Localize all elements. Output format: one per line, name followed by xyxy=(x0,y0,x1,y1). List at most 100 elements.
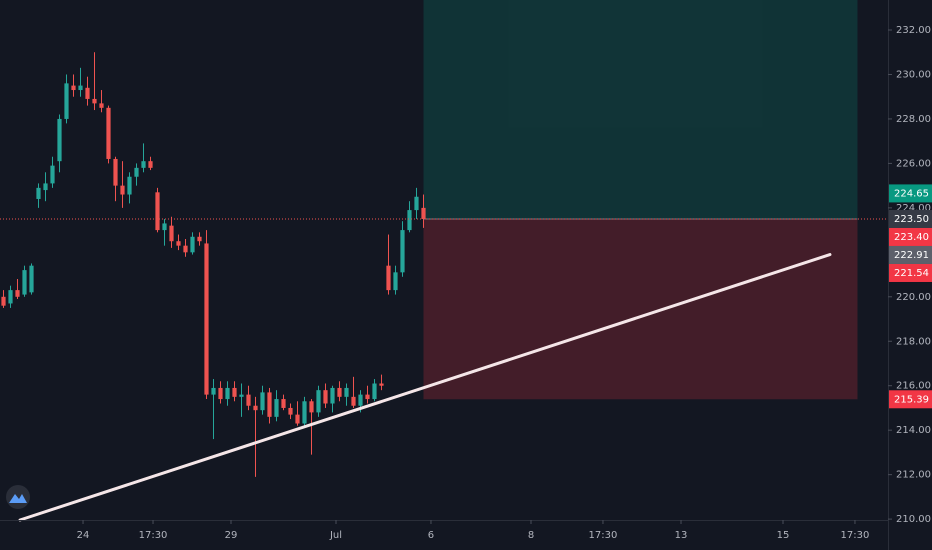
y-tick-label: 216.00 xyxy=(896,381,931,392)
candle-body xyxy=(148,161,153,168)
candle-body xyxy=(127,176,132,195)
candle-body xyxy=(344,387,349,397)
candle-body xyxy=(372,383,377,400)
candle-body xyxy=(239,394,244,397)
candle-body xyxy=(141,161,146,168)
y-tick-label: 226.00 xyxy=(896,158,931,169)
candle-body xyxy=(323,390,328,404)
y-tick-label: 214.00 xyxy=(896,425,931,436)
candle-body xyxy=(36,187,41,199)
candle-body xyxy=(316,390,321,413)
y-tick-label: 232.00 xyxy=(896,25,931,36)
candle-body xyxy=(169,225,174,242)
candle-body xyxy=(78,85,83,91)
candle-body xyxy=(400,230,405,273)
candle-body xyxy=(267,392,272,417)
candle-body xyxy=(330,387,335,404)
candle-body xyxy=(358,394,363,406)
price-badge xyxy=(889,263,932,282)
candle-body xyxy=(57,118,62,162)
x-tick-label: 8 xyxy=(528,530,534,541)
candle-body xyxy=(197,236,202,242)
x-tick-label: 17:30 xyxy=(841,530,870,541)
y-tick-label: 218.00 xyxy=(896,336,931,347)
candle-body xyxy=(386,265,391,291)
candle-body xyxy=(183,245,188,253)
logo-circle[interactable] xyxy=(6,485,30,509)
candle-body xyxy=(246,394,251,406)
x-tick-label: 13 xyxy=(675,530,688,541)
candle-body xyxy=(22,270,27,295)
candle-body xyxy=(288,407,293,415)
logo-icon[interactable] xyxy=(9,494,27,503)
y-tick-label: 210.00 xyxy=(896,514,931,525)
candle-body xyxy=(176,241,181,246)
candle-body xyxy=(120,185,125,195)
price-badge xyxy=(889,184,932,203)
profit-zone xyxy=(423,0,858,219)
candle-body xyxy=(1,296,6,306)
candle-body xyxy=(379,383,384,386)
x-tick-label: 29 xyxy=(225,530,238,541)
candle-body xyxy=(295,414,300,424)
candle-body xyxy=(85,87,90,99)
plot xyxy=(0,0,888,522)
price-badge-label: 223.40 xyxy=(894,232,929,243)
candle-body xyxy=(365,394,370,400)
y-tick-label: 228.00 xyxy=(896,114,931,125)
candle-body xyxy=(99,103,104,108)
candle-body xyxy=(309,401,314,413)
price-badge-label: 221.54 xyxy=(894,268,929,279)
candle-body xyxy=(162,223,167,231)
candle-body xyxy=(8,290,13,304)
candle-body xyxy=(92,98,97,104)
candle-body xyxy=(274,399,279,417)
price-badge xyxy=(889,390,932,409)
x-tick-label: 17:30 xyxy=(139,530,168,541)
candle-body xyxy=(218,387,223,400)
candle-body xyxy=(15,290,20,297)
x-tick-label: 17:30 xyxy=(589,530,618,541)
price-badge xyxy=(889,227,932,246)
candle-body xyxy=(190,236,195,253)
candle-body xyxy=(302,401,307,424)
candle-body xyxy=(29,265,34,293)
candle-body xyxy=(225,387,230,400)
candle-body xyxy=(106,107,111,159)
price-badge-label: 215.39 xyxy=(894,394,929,405)
candle-body xyxy=(204,243,209,395)
candle-body xyxy=(281,399,286,408)
x-tick-label: Jul xyxy=(329,530,342,541)
candle-body xyxy=(113,158,118,186)
y-tick-label: 220.00 xyxy=(896,292,931,303)
price-badge xyxy=(889,245,932,264)
loss-zone xyxy=(423,218,858,400)
price-badge-label: 223.50 xyxy=(894,214,929,225)
candle-body xyxy=(50,165,55,184)
logo[interactable] xyxy=(6,485,30,509)
candle-body xyxy=(253,405,258,411)
price-badge xyxy=(889,209,932,228)
price-badge-label: 222.91 xyxy=(894,250,929,261)
candle-body xyxy=(407,210,412,231)
x-tick-label: 6 xyxy=(428,530,434,541)
candle-body xyxy=(43,183,48,191)
candle-body xyxy=(155,192,160,231)
y-tick-label: 230.00 xyxy=(896,69,931,80)
candle-body xyxy=(64,83,69,119)
candle-body xyxy=(393,272,398,291)
y-tick-label: 212.00 xyxy=(896,470,931,481)
y-tick-label: 224.00 xyxy=(896,203,931,214)
candle-body xyxy=(232,387,237,397)
candle-body xyxy=(337,387,342,397)
candle-body xyxy=(260,392,265,411)
candle-body xyxy=(134,167,139,177)
price-badge-label: 224.65 xyxy=(894,188,929,199)
trendline xyxy=(18,253,832,522)
x-tick-label: 24 xyxy=(77,530,90,541)
candle-body xyxy=(414,196,419,211)
candle-body xyxy=(71,85,76,91)
candle-body xyxy=(421,207,426,219)
